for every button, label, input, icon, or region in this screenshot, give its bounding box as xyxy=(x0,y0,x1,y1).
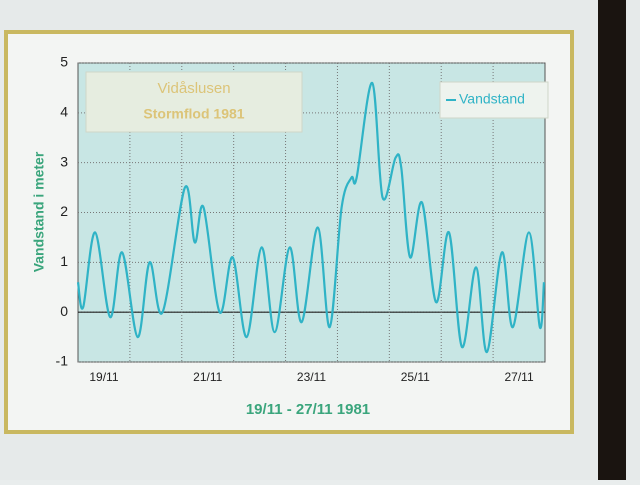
x-tick-label: 25/11 xyxy=(401,370,430,384)
y-tick-label: 0 xyxy=(60,303,68,319)
chart-title: Vidåslusen xyxy=(157,80,230,97)
x-axis-label: 19/11 - 27/11 1981 xyxy=(246,401,370,418)
y-axis-label: Vandstand i meter xyxy=(31,151,47,272)
y-tick-label: 2 xyxy=(60,203,68,219)
y-tick-label: 4 xyxy=(60,104,68,120)
x-tick-label: 23/11 xyxy=(297,370,326,384)
x-tick-label: 27/11 xyxy=(504,370,533,384)
x-tick-label: 21/11 xyxy=(193,370,222,384)
y-tick-label: 3 xyxy=(60,153,68,169)
title-box xyxy=(85,71,303,133)
data-line xyxy=(76,81,546,354)
x-tick-label: 19/11 xyxy=(89,370,118,384)
y-tick-label: 1 xyxy=(60,253,68,269)
legend-box xyxy=(439,81,549,119)
chart-subtitle: Stormflod 1981 xyxy=(143,106,244,122)
y-tick-label: 5 xyxy=(60,54,68,70)
frame-edge xyxy=(598,0,626,480)
y-tick-label: -1 xyxy=(56,353,69,369)
legend-label: Vandstand xyxy=(459,91,525,107)
